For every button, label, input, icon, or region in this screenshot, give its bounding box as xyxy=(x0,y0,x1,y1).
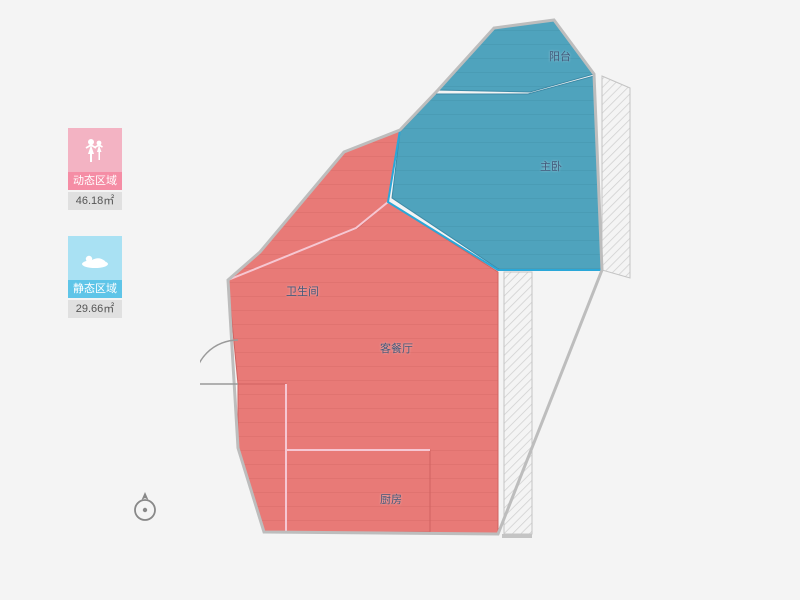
legend-static-value: 29.66㎡ xyxy=(68,300,122,318)
people-icon xyxy=(80,136,110,164)
compass-icon xyxy=(128,490,162,524)
floorplan: 阳台主卧客餐厅卫生间厨房 xyxy=(200,12,760,582)
room-kitchen xyxy=(286,450,430,532)
legend-dynamic-value: 46.18㎡ xyxy=(68,192,122,210)
legend-dynamic-label: 动态区域 xyxy=(68,172,122,190)
legend-static-icon xyxy=(68,236,122,280)
legend-dynamic-block: 动态区域 46.18㎡ xyxy=(68,128,122,210)
floorplan-svg xyxy=(200,12,760,582)
legend-static-label: 静态区域 xyxy=(68,280,122,298)
legend-static-block: 静态区域 29.66㎡ xyxy=(68,236,122,318)
room-balcony xyxy=(438,20,594,92)
room-hall_lower xyxy=(238,384,286,532)
rooms-group xyxy=(228,20,602,534)
legend-panel: 动态区域 46.18㎡ 静态区域 29.66㎡ xyxy=(68,128,122,344)
sleep-icon xyxy=(79,246,111,270)
legend-dynamic-icon xyxy=(68,128,122,172)
